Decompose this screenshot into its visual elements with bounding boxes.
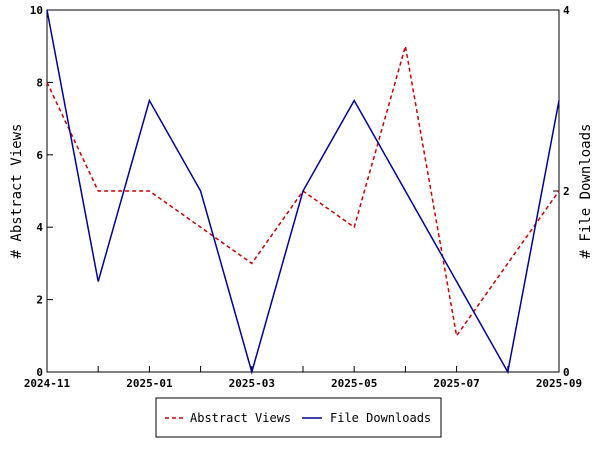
x-tick-label: 2025-07 [433,377,479,390]
y-tick-label: 6 [36,149,43,162]
legend-box [155,397,442,438]
x-tick-label: 2025-05 [331,377,377,390]
y-axis-label: # Abstract Views [9,124,25,259]
y2-axis-label: # File Downloads [578,124,594,259]
y-tick-label: 10 [30,4,43,17]
x-tick-label: 2025-03 [229,377,275,390]
y-tick-label: 8 [36,76,43,89]
legend-label-file-downloads: File Downloads [330,411,431,425]
series-layer [46,9,560,375]
y-tick-label: 2 [36,294,43,307]
axes: 2024-11 2025-01 2025-03 2025-05 2025-07 2025-… [24,4,582,390]
y-tick-label: 4 [36,221,43,234]
x-tick-label: 2025-09 [536,377,582,390]
x-tick-label: 2024-11 [24,377,71,390]
x-tick-label: 2025-01 [126,377,173,390]
y2-tick-label: 2 [563,185,570,198]
y2-tick-label: 0 [563,366,570,379]
series-line-file-downloads [46,9,560,375]
legend-label-abstract-views: Abstract Views [190,411,291,425]
y-tick-label: 0 [36,366,43,379]
legend: Abstract Views File Downloads [155,397,442,438]
y2-tick-label: 4 [563,4,570,17]
